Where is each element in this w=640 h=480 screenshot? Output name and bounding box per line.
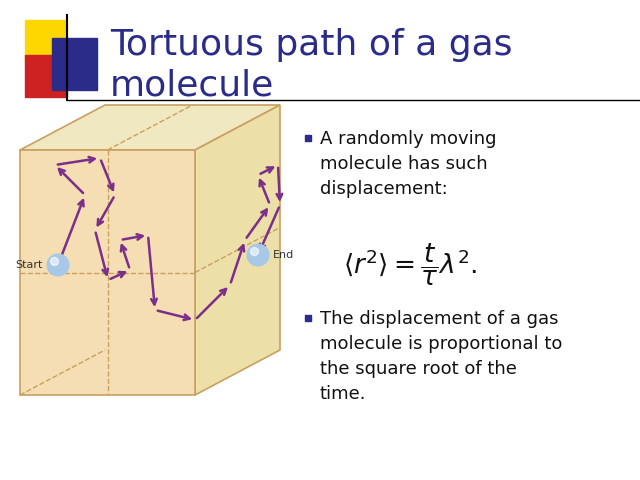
Text: End: End	[273, 250, 294, 260]
Polygon shape	[20, 105, 280, 150]
Circle shape	[47, 254, 69, 276]
Text: $\langle r^2 \rangle = \dfrac{t}{\tau}\lambda^2.$: $\langle r^2 \rangle = \dfrac{t}{\tau}\l…	[343, 242, 477, 288]
Bar	[25, 20, 67, 62]
Circle shape	[250, 248, 259, 255]
Circle shape	[247, 244, 269, 266]
Text: Tortuous path of a gas: Tortuous path of a gas	[110, 28, 513, 62]
Circle shape	[51, 257, 58, 265]
Text: molecule: molecule	[110, 68, 275, 102]
Bar	[52, 38, 97, 90]
Text: A randomly moving
molecule has such
displacement:: A randomly moving molecule has such disp…	[320, 130, 497, 198]
Bar	[25, 55, 67, 97]
Text: The displacement of a gas
molecule is proportional to
the square root of the
tim: The displacement of a gas molecule is pr…	[320, 310, 563, 403]
Polygon shape	[20, 150, 195, 395]
Polygon shape	[195, 105, 280, 395]
Text: Start: Start	[15, 260, 43, 270]
